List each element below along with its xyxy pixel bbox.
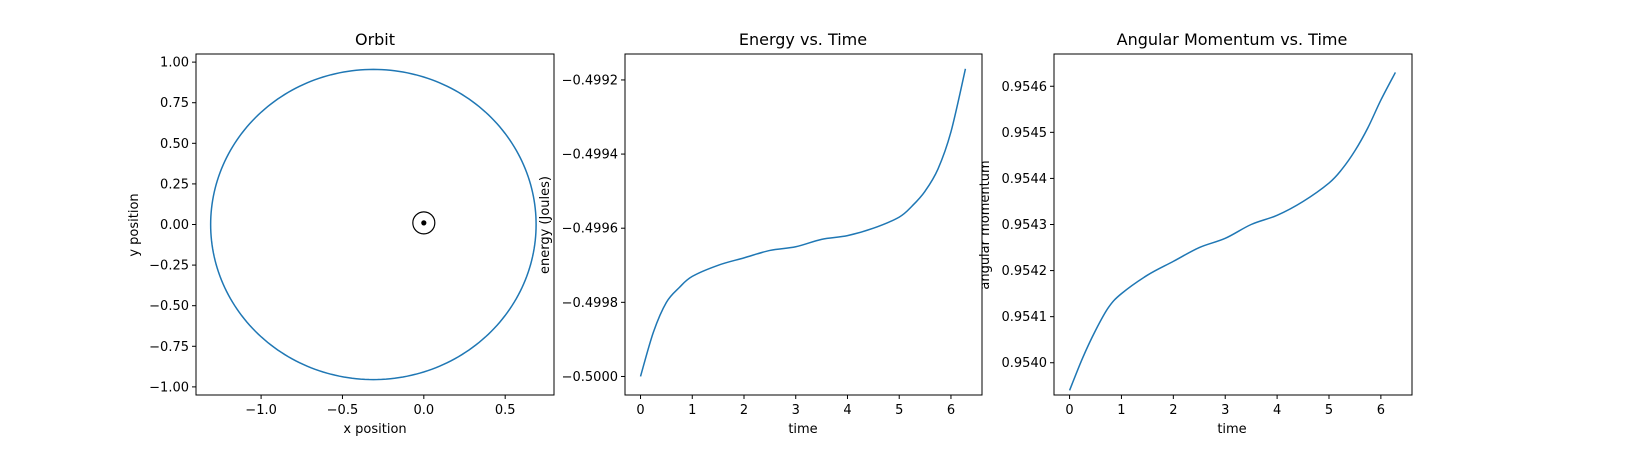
y-tick-label: 0.9543 (1002, 218, 1048, 233)
x-tick-label: 2 (740, 403, 748, 418)
angular-momentum-panel: Angular Momentum vs. Time 0 1 2 3 4 5 60.95460… (978, 30, 1413, 437)
x-tick-label: 4 (843, 403, 851, 418)
x-tick-label: 3 (792, 403, 800, 418)
y-tick-label: 0.75 (160, 96, 189, 111)
x-tick-label: 0.0 (413, 403, 434, 418)
angular-momentum-ticks: 0 1 2 3 4 5 6 0.9546 0.9545 0.9544 0.9543 0.9542 0.9… (1002, 80, 1386, 418)
sun-dot-icon (421, 220, 427, 226)
orbit-path (209, 68, 537, 381)
energy-line (639, 68, 967, 377)
x-tick-label: 6 (947, 403, 955, 418)
energy-panel: Energy vs. Time 0 1 2 3 4 5 6 −0.4992 −0.4994 −0.… (538, 30, 983, 437)
x-tick-label: 3 (1221, 403, 1229, 418)
y-tick-label: 0.50 (160, 137, 189, 152)
x-tick-label: 5 (895, 403, 903, 418)
y-tick-label: −0.50 (149, 299, 189, 314)
energy-ticks: 0 1 2 3 4 5 6 −0.4992 −0.4994 −0.4996 −0.4998 −0.50… (562, 73, 955, 418)
y-tick-label: −0.4992 (562, 73, 618, 88)
energy-axes-frame (624, 53, 983, 396)
energy-ylabel: energy (Joules) (538, 176, 553, 274)
angular-momentum-title: Angular Momentum vs. Time (1117, 30, 1348, 49)
orbit-title: Orbit (355, 30, 395, 49)
y-tick-label: 1.00 (160, 56, 189, 71)
y-tick-label: 0.00 (160, 218, 189, 233)
x-tick-label: 4 (1273, 403, 1281, 418)
sun-ring-icon (412, 211, 436, 235)
y-tick-label: −0.5000 (562, 370, 618, 385)
orbit-panel: Orbit −1.0 −0.5 0.0 0.5 1.00 0.75 0.50 0.25 0.00… (127, 30, 555, 437)
x-tick-label: 0 (1065, 403, 1073, 418)
y-tick-label: 0.9542 (1002, 264, 1048, 279)
x-tick-label: −0.5 (327, 403, 359, 418)
x-tick-label: 0.5 (495, 403, 516, 418)
x-tick-label: −1.0 (245, 403, 277, 418)
y-tick-label: −0.75 (149, 340, 189, 355)
orbit-axes-frame (195, 53, 555, 396)
energy-xlabel: time (788, 422, 817, 437)
angular-momentum-ylabel: angular momentum (978, 160, 993, 289)
y-tick-label: 0.9546 (1002, 80, 1048, 95)
angular-momentum-xlabel: time (1217, 422, 1246, 437)
angular-momentum-axes-frame (1053, 53, 1413, 396)
y-tick-label: −0.4994 (562, 148, 618, 163)
y-tick-label: −0.25 (149, 259, 189, 274)
y-tick-label: 0.9544 (1002, 172, 1048, 187)
y-tick-label: 0.9545 (1002, 126, 1048, 141)
x-tick-label: 2 (1169, 403, 1177, 418)
y-tick-label: −0.4998 (562, 296, 618, 311)
y-tick-label: 0.9541 (1002, 310, 1048, 325)
orbit-xlabel: x position (343, 422, 406, 437)
orbit-ticks: −1.0 −0.5 0.0 0.5 1.00 0.75 0.50 0.25 0.00 −0.25 −… (149, 56, 515, 418)
x-tick-label: 5 (1325, 403, 1333, 418)
angular-momentum-line (1068, 72, 1397, 391)
central-body-sun-symbol (412, 211, 436, 235)
y-tick-label: −1.00 (149, 380, 189, 395)
x-tick-label: 6 (1377, 403, 1385, 418)
y-tick-label: −0.4996 (562, 222, 618, 237)
x-tick-label: 1 (1117, 403, 1125, 418)
x-tick-label: 1 (688, 403, 696, 418)
x-tick-label: 0 (636, 403, 644, 418)
orbit-ylabel: y position (127, 193, 142, 256)
y-tick-label: 0.9540 (1002, 356, 1048, 371)
y-tick-label: 0.25 (160, 177, 189, 192)
energy-title: Energy vs. Time (739, 30, 867, 49)
